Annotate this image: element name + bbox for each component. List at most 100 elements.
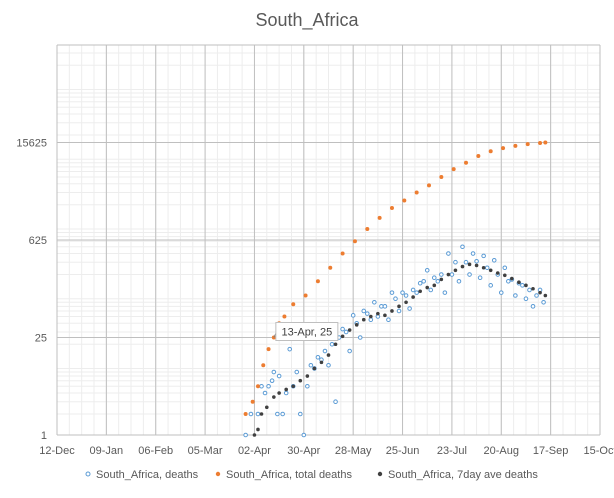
data-point-total-deaths: [538, 140, 543, 145]
data-point-deaths: [266, 383, 271, 389]
data-point-deaths: [396, 308, 402, 314]
data-point-deaths: [424, 267, 430, 273]
data-point-7day-ave: [418, 289, 422, 294]
data-point-7day-ave: [510, 276, 514, 281]
data-point-total-deaths: [243, 412, 248, 417]
data-point-total-deaths: [525, 142, 530, 147]
data-point-deaths: [350, 313, 356, 318]
data-point-deaths: [463, 259, 469, 265]
data-point-7day-ave: [474, 263, 479, 268]
data-point-7day-ave: [264, 405, 269, 410]
data-point-deaths: [280, 411, 285, 417]
data-point-7day-ave: [298, 378, 303, 383]
data-point-total-deaths: [352, 239, 357, 244]
data-point-7day-ave: [272, 395, 276, 399]
data-point-deaths: [364, 311, 370, 316]
data-point-7day-ave: [361, 317, 366, 322]
data-point-deaths: [442, 290, 448, 295]
data-point-deaths: [305, 383, 310, 389]
data-point-total-deaths: [464, 160, 469, 165]
data-point-7day-ave: [252, 433, 257, 437]
data-point-deaths: [470, 251, 476, 256]
data-point-deaths: [439, 272, 444, 277]
data-point-deaths: [403, 293, 409, 298]
data-point-total-deaths: [439, 175, 444, 180]
data-point-total-deaths: [365, 226, 370, 231]
data-point-total-deaths: [501, 146, 506, 151]
data-point-7day-ave: [390, 309, 394, 313]
data-point-total-deaths: [291, 302, 296, 307]
data-point-deaths: [474, 258, 479, 264]
callout-layer: 13-Apr, 25: [273, 322, 339, 341]
data-point-total-deaths: [328, 265, 333, 270]
data-point-7day-ave: [543, 293, 548, 298]
x-tick-label: 23-Jul: [437, 445, 467, 457]
x-tick-label: 15-Oct: [583, 445, 614, 457]
series-group: [243, 140, 548, 417]
data-point-deaths: [530, 304, 536, 309]
data-point-7day-ave: [453, 268, 458, 273]
data-point-7day-ave: [488, 268, 493, 273]
data-point-deaths: [271, 369, 277, 375]
data-point-deaths: [340, 326, 345, 332]
x-tick-label: 28-May: [335, 445, 372, 457]
y-tick-label: 1: [41, 430, 47, 442]
data-point-deaths: [506, 278, 511, 284]
data-point-deaths: [407, 306, 412, 311]
data-point-deaths: [488, 283, 493, 288]
y-tick-label: 625: [29, 235, 47, 247]
data-point-deaths: [421, 278, 427, 284]
data-point-total-deaths: [261, 363, 266, 368]
data-point-total-deaths: [426, 183, 431, 188]
data-point-deaths: [322, 348, 328, 354]
data-point-7day-ave: [411, 295, 415, 299]
data-point-total-deaths: [476, 154, 481, 159]
callout-box: [275, 322, 339, 341]
data-point-deaths: [372, 299, 377, 305]
data-point-total-deaths: [513, 143, 518, 148]
data-point-deaths: [283, 390, 289, 396]
data-point-deaths: [527, 287, 532, 293]
data-point-7day-ave: [354, 323, 359, 327]
data-point-total-deaths: [282, 314, 287, 319]
data-point-deaths: [386, 317, 391, 322]
data-point-7day-ave: [369, 314, 373, 319]
data-point-deaths: [243, 432, 248, 438]
data-point-7day-ave: [326, 353, 331, 357]
x-tick-label: 30-Apr: [287, 445, 320, 457]
data-point-deaths: [259, 383, 264, 389]
data-point-deaths: [255, 411, 261, 417]
legend-label: South_Africa, 7day ave deaths: [388, 469, 538, 481]
data-point-deaths: [400, 290, 405, 295]
data-point-deaths: [343, 329, 349, 335]
axis-layer: 12-Dec 09-Jan 06-Feb 05-Mar 02-Apr 30-Apr 28-M…: [16, 138, 614, 458]
chart-title: South_Africa: [255, 10, 359, 30]
data-point-7day-ave: [277, 391, 281, 395]
data-point-deaths: [414, 290, 419, 295]
data-point-deaths: [520, 283, 525, 288]
data-point-7day-ave: [467, 262, 472, 267]
data-point-total-deaths: [315, 279, 320, 284]
x-tick-label: 12-Dec: [39, 445, 75, 457]
data-point-deaths: [417, 280, 423, 286]
data-point-deaths: [262, 390, 268, 396]
data-point-total-deaths: [255, 384, 260, 389]
data-point-deaths: [534, 293, 539, 298]
series-layer: [243, 140, 548, 438]
data-point-deaths: [435, 278, 441, 284]
data-point-deaths: [357, 335, 363, 340]
data-point-deaths: [294, 369, 300, 375]
data-point-7day-ave: [439, 277, 444, 282]
data-point-deaths: [456, 278, 462, 284]
y-tick-label: 25: [35, 333, 47, 345]
data-point-7day-ave: [502, 273, 507, 278]
data-point-total-deaths: [488, 149, 493, 154]
data-point-7day-ave: [340, 334, 345, 339]
data-point-deaths: [410, 287, 416, 293]
data-point-total-deaths: [414, 190, 419, 195]
data-point-deaths: [484, 265, 490, 271]
x-tick-label: 02-Apr: [238, 445, 271, 457]
data-point-7day-ave: [256, 427, 260, 432]
data-point-deaths: [248, 411, 254, 417]
